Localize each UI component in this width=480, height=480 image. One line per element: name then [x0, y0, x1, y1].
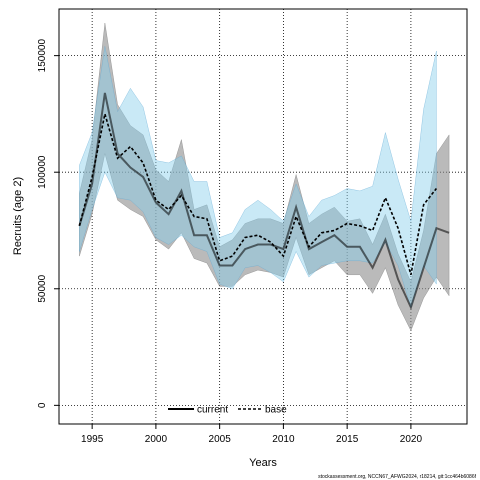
- series-lines: [78, 92, 450, 311]
- y-tick-label: 50000: [37, 274, 48, 302]
- y-tick-label: 150000: [37, 39, 48, 73]
- x-tick-label: 1995: [81, 434, 104, 445]
- y-axis-label: Recruits (age 2): [12, 177, 24, 255]
- legend-base-label: base: [265, 405, 287, 416]
- base-confidence-band: [79, 46, 437, 309]
- plot-frame: [58, 8, 468, 425]
- x-tick-label: 2010: [272, 434, 295, 445]
- x-tick-label: 2000: [145, 434, 168, 445]
- y-tick-label: 0: [37, 402, 48, 408]
- legend-current-label: current: [197, 405, 228, 416]
- legend: current base: [168, 405, 287, 416]
- footer-text: stockassessment.org, NCCN67_AFWG2024, r1…: [318, 474, 476, 480]
- x-axis-label: Years: [249, 457, 277, 469]
- grid-lines: [59, 9, 467, 424]
- x-tick-label: 2020: [400, 434, 423, 445]
- current-confidence-band: [79, 22, 450, 332]
- x-tick-label: 2005: [209, 434, 232, 445]
- x-axis-ticks: 1995 2000 2005 2010 2015 2020: [81, 424, 422, 445]
- confidence-bands: [79, 22, 450, 332]
- y-tick-label: 100000: [37, 155, 48, 189]
- base-series-line: [78, 113, 438, 276]
- x-tick-label: 2015: [336, 434, 359, 445]
- current-series-line: [78, 92, 450, 311]
- y-axis-ticks: 0 50000 100000 150000: [37, 39, 59, 408]
